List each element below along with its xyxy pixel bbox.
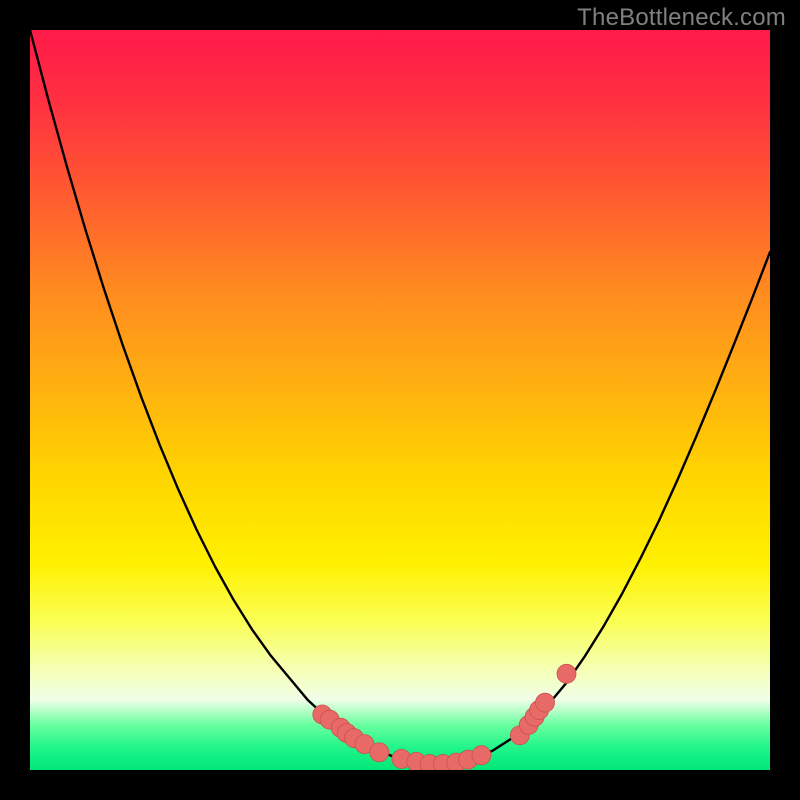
plot-area — [30, 30, 770, 770]
data-marker — [557, 664, 576, 683]
watermark-text: TheBottleneck.com — [577, 4, 786, 32]
data-marker — [472, 746, 491, 765]
chart-frame: TheBottleneck.com — [0, 0, 800, 800]
data-marker — [370, 743, 389, 762]
chart-svg — [30, 30, 770, 770]
gradient-background — [30, 30, 770, 770]
data-marker — [536, 693, 555, 712]
